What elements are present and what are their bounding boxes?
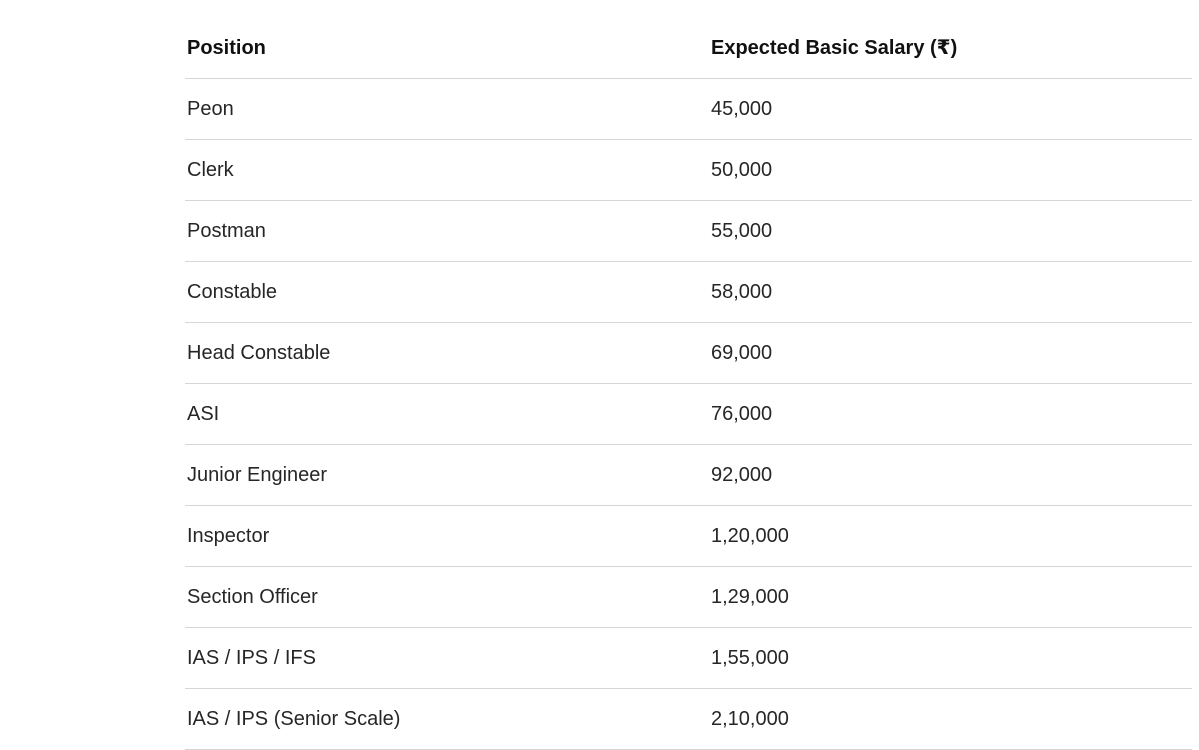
salary-cell: 1,29,000	[709, 566, 1192, 628]
position-cell: Clerk	[185, 139, 709, 201]
position-cell: ASI	[185, 383, 709, 445]
clipped-heading-remnant	[600, 0, 840, 2]
column-header-salary: Expected Basic Salary (₹)	[709, 18, 1192, 79]
position-cell: Postman	[185, 200, 709, 262]
table-row: Constable 58,000	[185, 261, 1192, 323]
table-row: Postman 55,000	[185, 200, 1192, 262]
table-row: Junior Engineer 92,000	[185, 444, 1192, 506]
position-cell: Peon	[185, 78, 709, 140]
salary-cell: 69,000	[709, 322, 1192, 384]
position-cell: Inspector	[185, 505, 709, 567]
table-row: IAS / IPS (Senior Scale) 2,10,000	[185, 688, 1192, 750]
table-row: Clerk 50,000	[185, 139, 1192, 201]
table-row: IAS / IPS / IFS 1,55,000	[185, 627, 1192, 689]
position-cell: IAS / IPS (Senior Scale)	[185, 688, 709, 750]
salary-cell: 55,000	[709, 200, 1192, 262]
table-row: Inspector 1,20,000	[185, 505, 1192, 567]
salary-cell: 2,10,000	[709, 688, 1192, 750]
table-row: ASI 76,000	[185, 383, 1192, 445]
position-cell: Section Officer	[185, 566, 709, 628]
position-cell: Head Constable	[185, 322, 709, 384]
salary-cell: 1,20,000	[709, 505, 1192, 567]
salary-cell: 1,55,000	[709, 627, 1192, 689]
table-row: Peon 45,000	[185, 78, 1192, 140]
column-header-position: Position	[185, 18, 709, 79]
position-cell: Junior Engineer	[185, 444, 709, 506]
salary-cell: 45,000	[709, 78, 1192, 140]
salary-cell: 58,000	[709, 261, 1192, 323]
salary-table: Position Expected Basic Salary (₹) Peon …	[185, 18, 1192, 750]
salary-cell: 92,000	[709, 444, 1192, 506]
salary-cell: 76,000	[709, 383, 1192, 445]
table-header-row: Position Expected Basic Salary (₹)	[185, 18, 1192, 79]
position-cell: IAS / IPS / IFS	[185, 627, 709, 689]
position-cell: Constable	[185, 261, 709, 323]
salary-cell: 50,000	[709, 139, 1192, 201]
table-row: Head Constable 69,000	[185, 322, 1192, 384]
table-row: Section Officer 1,29,000	[185, 566, 1192, 628]
